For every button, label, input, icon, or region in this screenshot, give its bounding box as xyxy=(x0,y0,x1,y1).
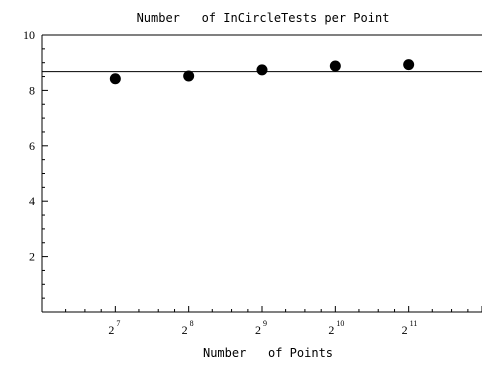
y-tick-label: 8 xyxy=(29,83,35,97)
x-tick-label: 2 10 xyxy=(328,319,344,337)
x-tick-base: 2 xyxy=(108,323,114,337)
y-axis-ticks: 2 4 6 8 10 xyxy=(23,28,48,299)
y-tick-label: 10 xyxy=(23,28,35,42)
data-point xyxy=(329,60,341,72)
chart-title: Number of InCircleTests per Point xyxy=(137,11,390,25)
data-point xyxy=(256,64,268,76)
x-tick-exponent: 10 xyxy=(336,319,344,328)
x-tick-base: 2 xyxy=(255,323,261,337)
x-tick-exponent: 7 xyxy=(116,319,120,328)
x-tick-exponent: 9 xyxy=(263,319,267,328)
x-tick-exponent: 11 xyxy=(410,319,418,328)
x-tick-exponent: 8 xyxy=(190,319,194,328)
x-axis-label: Number of Points xyxy=(203,346,333,360)
data-point xyxy=(109,73,121,85)
data-point xyxy=(183,70,195,82)
x-tick-base: 2 xyxy=(328,323,334,337)
y-tick-label: 2 xyxy=(29,250,35,264)
x-tick-base: 2 xyxy=(182,323,188,337)
y-tick-label: 4 xyxy=(29,194,35,208)
data-point xyxy=(403,59,415,71)
x-axis-ticks: 2 7 2 8 2 9 2 10 2 11 xyxy=(41,306,482,337)
x-tick-label: 2 11 xyxy=(402,319,418,337)
data-points xyxy=(109,59,415,85)
y-tick-label: 6 xyxy=(29,139,35,153)
x-tick-base: 2 xyxy=(402,323,408,337)
